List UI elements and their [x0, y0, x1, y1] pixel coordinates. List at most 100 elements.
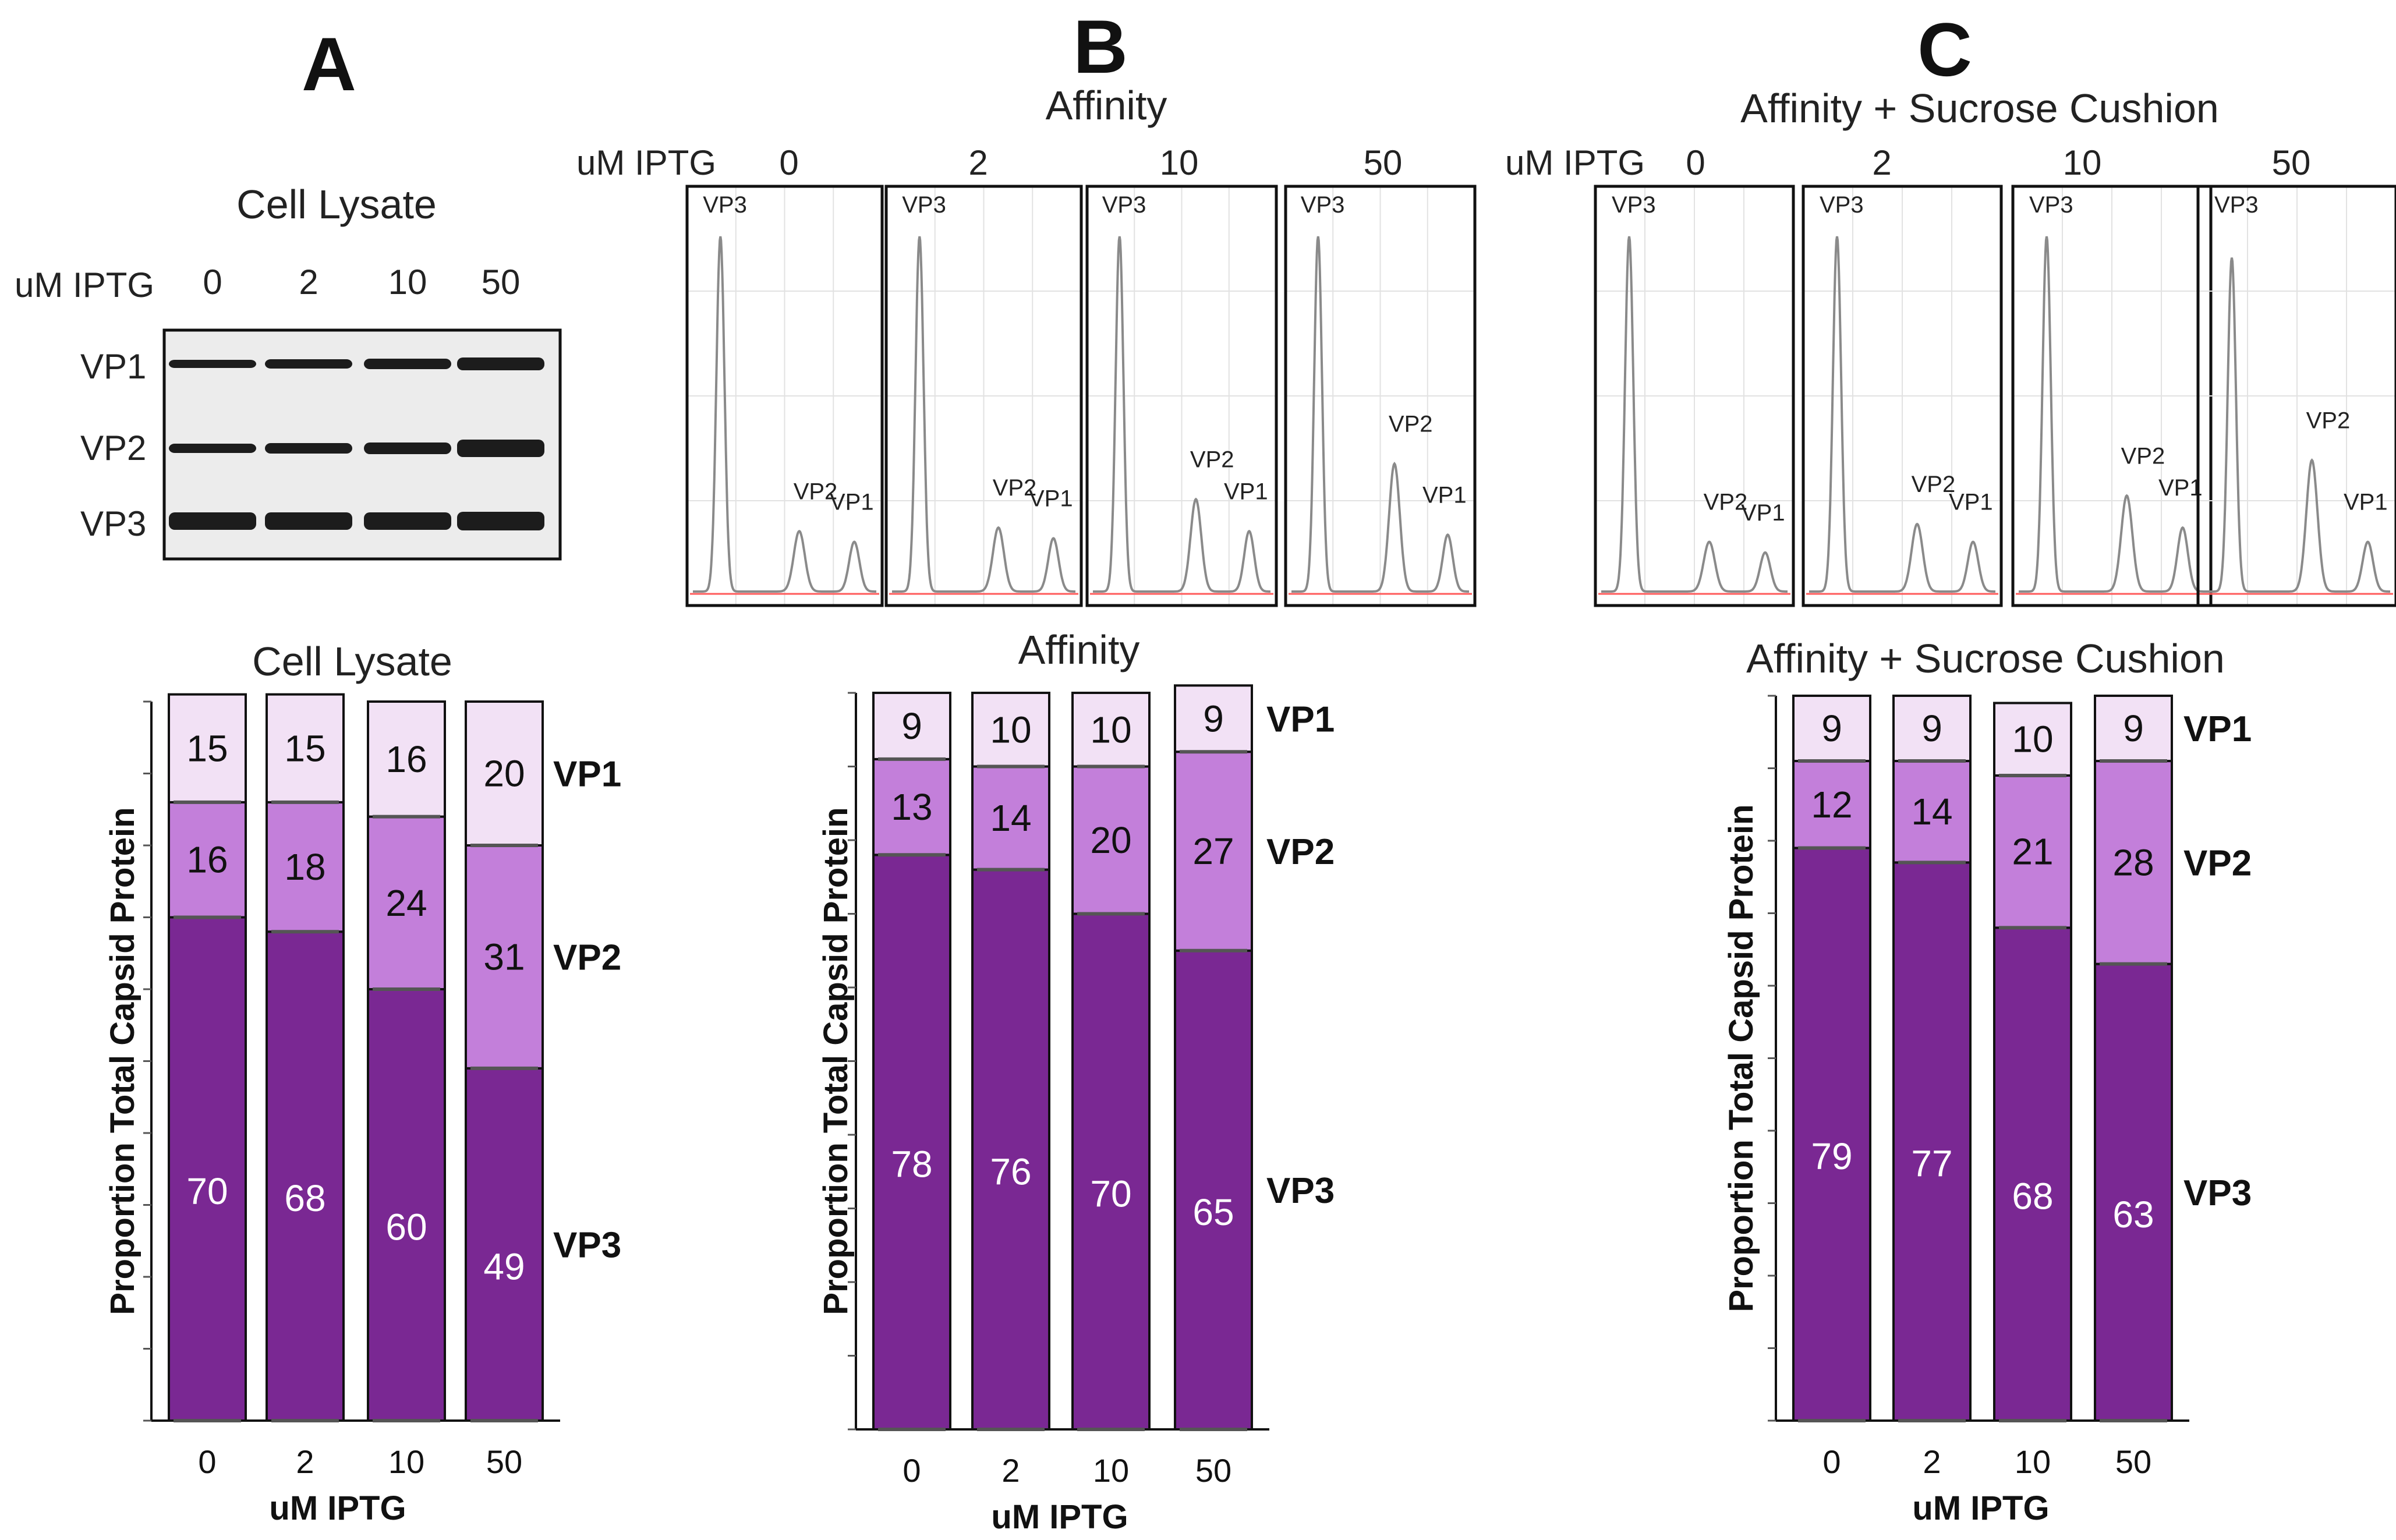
x-tick-label: 2: [296, 1443, 314, 1480]
data-label: 13: [891, 786, 932, 828]
data-label: 78: [891, 1144, 932, 1185]
data-label: 49: [483, 1245, 525, 1287]
chromatogram-trace: [1291, 236, 1469, 593]
data-label: 65: [1192, 1191, 1234, 1233]
data-label: 20: [483, 753, 525, 795]
chromatogram-frame: [1802, 185, 2003, 607]
data-label: 63: [2112, 1194, 2154, 1235]
data-label: 68: [284, 1177, 325, 1219]
series-label-vp1: VP1: [1266, 699, 1335, 739]
bar-segment-vp3: [367, 988, 446, 1422]
gel-band: [457, 440, 544, 457]
data-label: 10: [2012, 718, 2053, 760]
bar-segment-vp1: [367, 700, 446, 818]
chromatogram-trace: [2019, 236, 2205, 593]
bar-segment-vp3: [2094, 962, 2173, 1422]
chromatogram-peak-label: VP3: [2029, 192, 2073, 218]
gel-band: [457, 512, 544, 530]
data-label: 10: [1090, 709, 1131, 750]
bar-segment-vp1: [1174, 684, 1253, 753]
x-tick-label: 0: [1822, 1443, 1841, 1480]
bar-segment-vp1: [1993, 702, 2072, 777]
chromatogram-title-sucrose: Affinity + Sucrose Cushion: [1740, 86, 2219, 131]
bar-segment-vp3: [465, 1067, 544, 1422]
bar-segment-vp3: [1993, 926, 2072, 1422]
bar-segment-vp3: [1792, 847, 1871, 1422]
data-label: 70: [186, 1170, 228, 1212]
chromatogram-peak-label: VP3: [1102, 192, 1146, 218]
gel-iptg-label: uM IPTG: [15, 265, 154, 305]
bar-segment-vp2: [1174, 750, 1253, 952]
chromatogram-frame: [1284, 185, 1477, 607]
chromatogram-iptg-value: 0: [1686, 143, 1705, 182]
panel-letter-c: C: [1917, 7, 1972, 92]
data-label: 68: [2012, 1176, 2053, 1217]
data-label: 60: [385, 1206, 427, 1248]
bar-chart-title: Affinity + Sucrose Cushion: [1746, 636, 2225, 681]
chromatogram-peak-label: VP1: [830, 490, 874, 515]
chromatogram-iptg-value: 50: [1364, 143, 1403, 182]
bar-chart-sucrose: Affinity + Sucrose Cushion Proportion Tot…: [1722, 636, 2252, 1527]
bar-segment-vp3: [266, 930, 345, 1422]
bar-segment-vp2: [465, 844, 544, 1070]
bar-segment-vp1: [872, 692, 951, 760]
panel-letter-b: B: [1073, 4, 1128, 89]
data-label: 15: [284, 727, 325, 769]
chromatogram-peak-label: VP3: [902, 192, 946, 218]
series-label-vp1: VP1: [553, 755, 621, 795]
x-tick-label: 10: [2015, 1443, 2051, 1480]
chromatogram-trace: [1093, 236, 1270, 593]
chromatogram-peak-label: VP2: [2121, 443, 2165, 469]
bar-segment-vp3: [168, 916, 247, 1422]
series-label-vp3: VP3: [1266, 1171, 1335, 1211]
x-tick-label: 10: [1093, 1452, 1129, 1489]
chromatogram-peak-label: VP2: [1912, 472, 1956, 497]
chromatogram-peak-label: VP1: [1029, 486, 1073, 512]
gel-band: [169, 512, 256, 530]
series-label-vp3: VP3: [553, 1225, 621, 1265]
gel-band: [169, 444, 256, 453]
x-tick-label: 2: [1923, 1443, 1941, 1480]
chromatogram-trace: [2204, 257, 2390, 593]
chromatogram-iptg-value: 50: [2272, 143, 2311, 182]
chromatogram-frame: [884, 185, 1083, 607]
data-label: 20: [1090, 819, 1131, 861]
gel-band: [169, 360, 256, 368]
chromatogram-peak-label: VP2: [1704, 490, 1748, 515]
bar-segment-vp3: [872, 854, 951, 1431]
bar-chart-title: Affinity: [1018, 627, 1140, 672]
chromatogram-group-affinity: Affinity uM IPTG 0VP3VP2VP12VP3VP2VP110V…: [576, 83, 1477, 607]
chromatogram-peak-label: VP2: [1190, 447, 1234, 472]
gel-band-label-vp2: VP2: [80, 429, 146, 468]
chromatogram-peak-label: VP1: [2158, 475, 2203, 501]
chromatogram-trace: [892, 236, 1075, 593]
chromatogram-peak-label: VP2: [2306, 408, 2351, 433]
bar-segment-vp2: [168, 801, 247, 919]
bar-segment-vp3: [971, 868, 1050, 1431]
data-label: 9: [901, 705, 922, 747]
series-label-vp2: VP2: [1266, 832, 1335, 872]
y-axis-label: Proportion Total Capsid Protein: [104, 807, 141, 1315]
data-label: 76: [990, 1150, 1031, 1192]
chromatogram-peak-label: VP1: [1741, 500, 1785, 526]
gel-lane-label-10: 10: [388, 263, 427, 302]
data-label: 31: [483, 936, 525, 978]
x-tick-label: 0: [903, 1452, 921, 1489]
data-label: 77: [1911, 1143, 1952, 1185]
data-label: 9: [2123, 707, 2144, 749]
bar-segment-vp1: [1071, 692, 1151, 768]
data-label: 79: [1811, 1135, 1852, 1177]
chromatogram-peak-label: VP1: [1224, 479, 1268, 504]
data-label: 24: [385, 882, 427, 924]
gel-band: [364, 442, 451, 454]
x-tick-label: 50: [2115, 1443, 2151, 1480]
gel-band: [364, 512, 451, 530]
chromatogram-iptg-label-sucrose: uM IPTG: [1505, 143, 1645, 182]
chromatogram-iptg-value: 2: [1872, 143, 1891, 182]
chromatogram-frame: [1085, 185, 1278, 607]
chromatogram-peak-label: VP3: [1612, 192, 1656, 218]
chromatogram-peak-label: VP1: [2344, 490, 2388, 515]
